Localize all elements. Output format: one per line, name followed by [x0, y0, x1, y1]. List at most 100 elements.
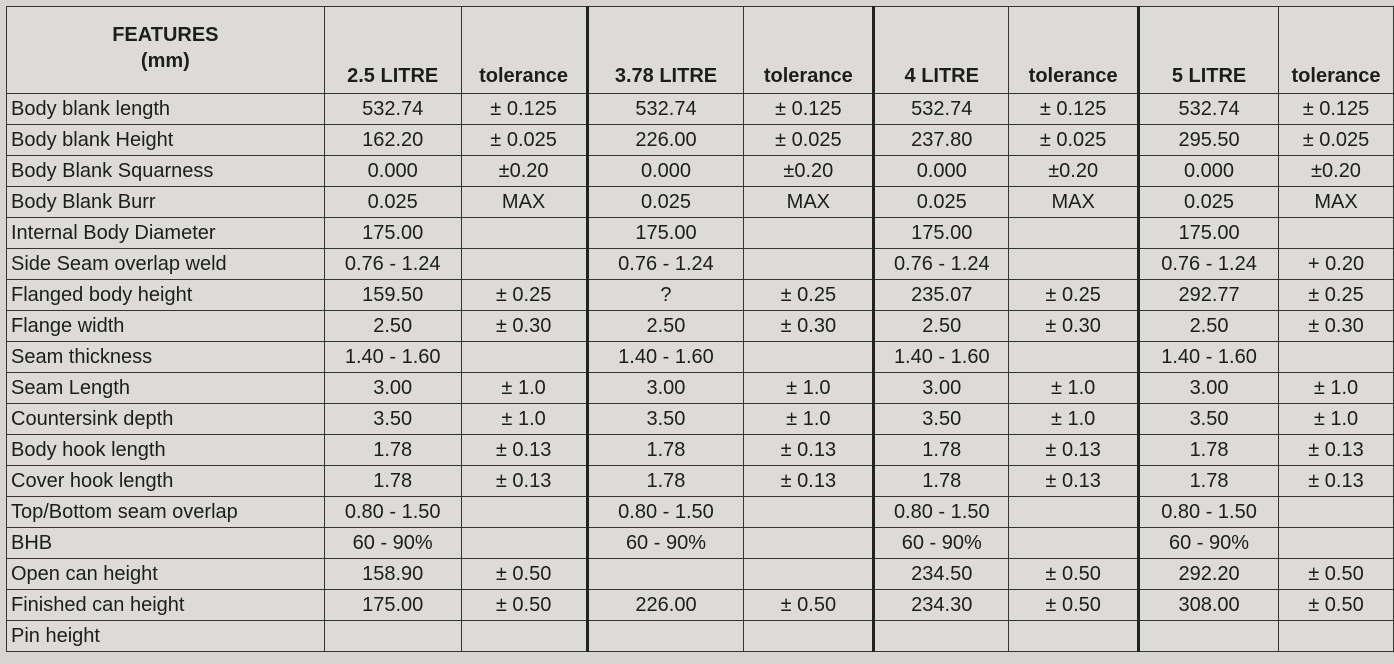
value-cell: 532.74: [585, 93, 745, 125]
table-row: Pin height: [6, 620, 1394, 652]
value-cell: 1.78: [872, 465, 1010, 497]
value-cell: 1.78: [872, 434, 1010, 466]
tolerance-cell: ±0.20: [1008, 155, 1140, 187]
table-row: Top/Bottom seam overlap 0.80 - 1.50 0.80 -…: [6, 496, 1394, 528]
column-header-volume: 4 LITRE: [872, 6, 1010, 94]
tolerance-cell: ±0.20: [743, 155, 875, 187]
tolerance-cell: ± 1.0: [1277, 372, 1394, 404]
features-header: FEATURES (mm): [6, 6, 325, 94]
value-cell: 0.000: [323, 155, 462, 187]
value-cell: 2.50: [1137, 310, 1279, 342]
feature-name-cell: Body Blank Burr: [6, 186, 325, 218]
can-specification-table: FEATURES (mm) 2.5 LITRE tolerance 3.78 LIT…: [6, 6, 1394, 652]
value-cell: 2.50: [323, 310, 462, 342]
value-cell: 532.74: [1137, 93, 1279, 125]
tolerance-cell: ± 1.0: [743, 372, 875, 404]
value-cell: 3.00: [872, 372, 1010, 404]
value-cell: 0.025: [323, 186, 462, 218]
feature-name-cell: Body blank Height: [6, 124, 325, 156]
tolerance-cell: [460, 341, 588, 373]
value-cell: 1.40 - 1.60: [1137, 341, 1279, 373]
table-body: Body blank length 532.74 ± 0.125 532.74 ± 0.…: [6, 93, 1394, 652]
feature-name-cell: Open can height: [6, 558, 325, 590]
tolerance-cell: [1277, 341, 1394, 373]
table-row: Body blank length 532.74 ± 0.125 532.74 ± 0.…: [6, 93, 1394, 125]
tolerance-cell: ± 0.30: [1277, 310, 1394, 342]
value-cell: [872, 620, 1010, 652]
tolerance-cell: [743, 558, 875, 590]
value-cell: 226.00: [585, 124, 745, 156]
specification-table-wrapper: FEATURES (mm) 2.5 LITRE tolerance 3.78 LIT…: [6, 6, 1394, 652]
value-cell: 1.40 - 1.60: [585, 341, 745, 373]
value-cell: 175.00: [872, 217, 1010, 249]
value-cell: 0.000: [872, 155, 1010, 187]
tolerance-cell: ± 0.50: [1008, 589, 1140, 621]
value-cell: [585, 620, 745, 652]
table-row: Open can height 158.90 ± 0.50 234.50 ± 0.50 2…: [6, 558, 1394, 590]
value-cell: 234.30: [872, 589, 1010, 621]
value-cell: 0.025: [585, 186, 745, 218]
value-cell: 0.025: [872, 186, 1010, 218]
tolerance-cell: ± 0.50: [1277, 589, 1394, 621]
tolerance-cell: [1277, 620, 1394, 652]
value-cell: 0.76 - 1.24: [1137, 248, 1279, 280]
value-cell: 3.50: [872, 403, 1010, 435]
tolerance-cell: ± 0.13: [460, 434, 588, 466]
value-cell: 0.80 - 1.50: [1137, 496, 1279, 528]
tolerance-cell: ± 0.50: [1008, 558, 1140, 590]
value-cell: 235.07: [872, 279, 1010, 311]
table-row: Flanged body height 159.50 ± 0.25? ± 0.25 23…: [6, 279, 1394, 311]
value-cell: 60 - 90%: [872, 527, 1010, 559]
tolerance-cell: MAX: [460, 186, 588, 218]
value-cell: [585, 558, 745, 590]
feature-name-cell: Seam thickness: [6, 341, 325, 373]
value-cell: 1.78: [585, 465, 745, 497]
value-cell: 60 - 90%: [323, 527, 462, 559]
feature-name-cell: Flanged body height: [6, 279, 325, 311]
tolerance-cell: ± 1.0: [1008, 372, 1140, 404]
value-cell: 2.50: [872, 310, 1010, 342]
tolerance-cell: [1008, 217, 1140, 249]
tolerance-cell: [460, 496, 588, 528]
tolerance-cell: ± 0.50: [460, 589, 588, 621]
value-cell: 0.80 - 1.50: [872, 496, 1010, 528]
table-row: Internal Body Diameter 175.00 175.00 175.00…: [6, 217, 1394, 249]
value-cell: 0.000: [585, 155, 745, 187]
tolerance-cell: [743, 620, 875, 652]
value-cell: 0.80 - 1.50: [585, 496, 745, 528]
value-cell: 158.90: [323, 558, 462, 590]
tolerance-cell: ± 0.13: [460, 465, 588, 497]
tolerance-cell: ± 0.25: [1277, 279, 1394, 311]
value-cell: 175.00: [323, 217, 462, 249]
tolerance-cell: [460, 527, 588, 559]
column-header-volume: 3.78 LITRE: [585, 6, 745, 94]
feature-name-cell: Body blank length: [6, 93, 325, 125]
tolerance-cell: ± 1.0: [743, 403, 875, 435]
features-header-unit: (mm): [140, 50, 190, 72]
table-row: Flange width 2.50 ± 0.30 2.50 ± 0.30 2.50 ± 0.…: [6, 310, 1394, 342]
value-cell: 295.50: [1137, 124, 1279, 156]
tolerance-cell: ± 0.125: [460, 93, 588, 125]
feature-name-cell: Countersink depth: [6, 403, 325, 435]
tolerance-cell: [1008, 496, 1140, 528]
feature-name-cell: Finished can height: [6, 589, 325, 621]
value-cell: 0.76 - 1.24: [585, 248, 745, 280]
feature-name-cell: Side Seam overlap weld: [6, 248, 325, 280]
value-cell: 175.00: [1137, 217, 1279, 249]
tolerance-cell: ± 0.125: [743, 93, 875, 125]
value-cell: 159.50: [323, 279, 462, 311]
header-row: FEATURES (mm) 2.5 LITRE tolerance 3.78 LIT…: [6, 6, 1394, 94]
tolerance-cell: ± 0.025: [743, 124, 875, 156]
value-cell: 292.20: [1137, 558, 1279, 590]
value-cell: [323, 620, 462, 652]
features-header-title: FEATURES: [112, 24, 219, 46]
value-cell: 60 - 90%: [585, 527, 745, 559]
tolerance-cell: MAX: [743, 186, 875, 218]
tolerance-cell: MAX: [1277, 186, 1394, 218]
tolerance-cell: + 0.20: [1277, 248, 1394, 280]
table-row: Countersink depth 3.50 ± 1.0 3.50 ± 1.0 3.50 ±…: [6, 403, 1394, 435]
tolerance-cell: [743, 248, 875, 280]
value-cell: 3.00: [323, 372, 462, 404]
tolerance-cell: ± 0.30: [743, 310, 875, 342]
value-cell: ?: [585, 279, 745, 311]
